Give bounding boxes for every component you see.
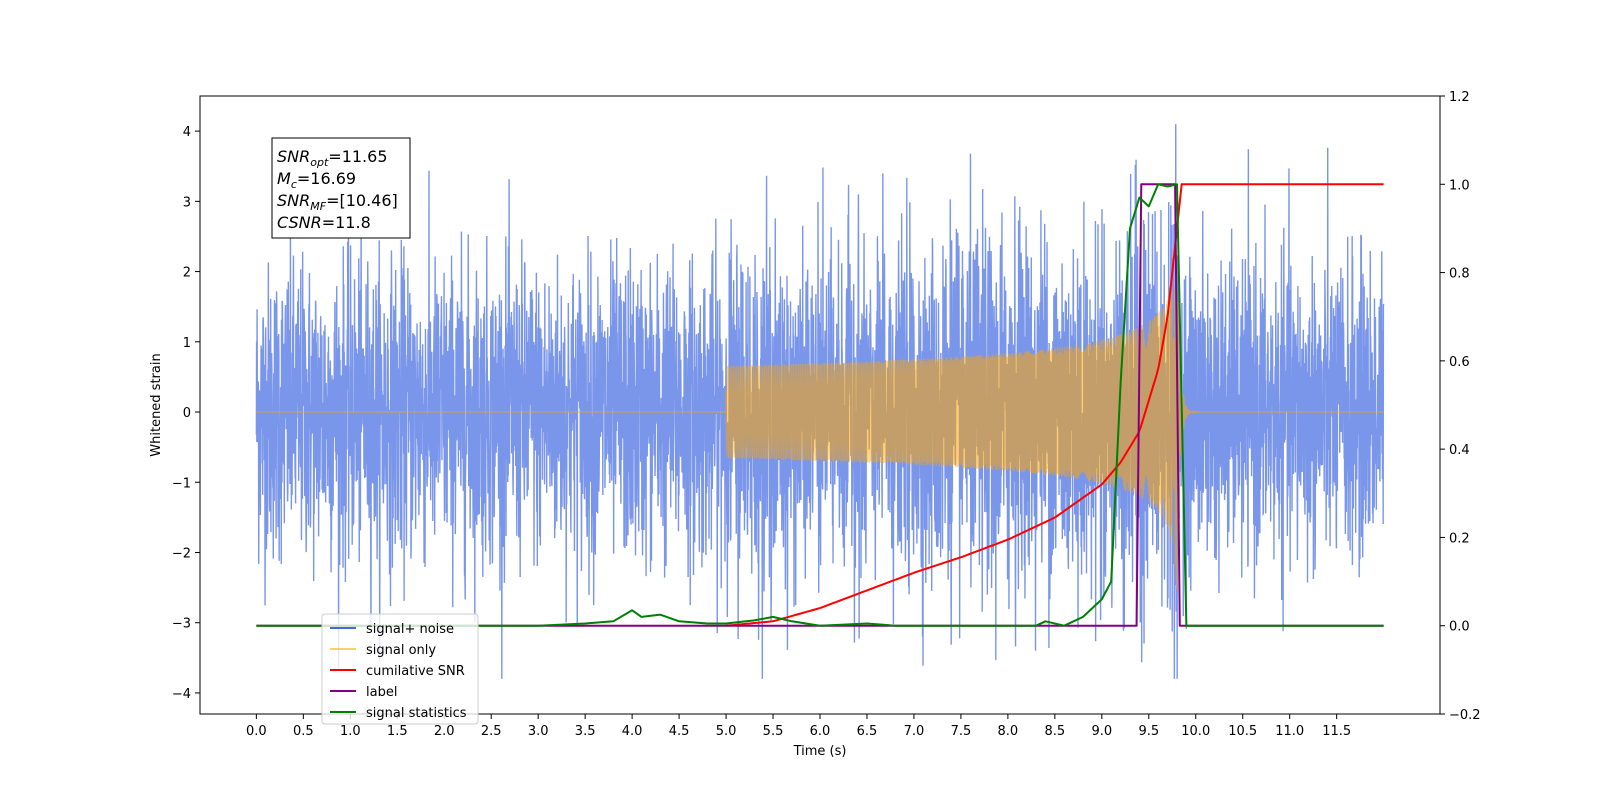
legend-box — [321, 613, 479, 725]
y2-tick-label: 1.2 — [1449, 90, 1470, 105]
annotation-symbol: SNR — [277, 191, 310, 210]
x-axis: 0.0 0.5 1.0 1.5 2.0 2.5 3.0 3.5 4.0 4.5 5.0 5.5 6.0 6… — [246, 714, 1351, 739]
y-tick-label: 1 — [183, 336, 191, 351]
x-tick-label: 11.0 — [1275, 724, 1304, 739]
x-tick-label: 2.5 — [481, 724, 502, 739]
annotation-symbol: M — [277, 169, 291, 188]
x-tick-label: 5.5 — [763, 724, 784, 739]
annotation-line: Mc=16.69 — [277, 169, 356, 191]
x-tick-label: 5.0 — [716, 724, 737, 739]
y-axis-left: −4 −3 −2 −1 0 1 2 3 4 — [172, 125, 200, 702]
x-tick-label: 9.0 — [1091, 724, 1112, 739]
y-tick-label: 3 — [183, 195, 191, 210]
annotation-box — [271, 137, 411, 239]
y2-tick-label: 0.0 — [1449, 620, 1470, 635]
x-tick-label: 1.5 — [387, 724, 408, 739]
y-tick-label: 0 — [183, 406, 191, 421]
x-tick-label: 1.0 — [340, 724, 361, 739]
y2-tick-label: 0.2 — [1449, 531, 1470, 546]
x-tick-label: 11.5 — [1322, 724, 1351, 739]
legend-label: cumilative SNR — [366, 664, 465, 679]
y-tick-label: −2 — [172, 546, 191, 561]
x-tick-label: 9.5 — [1138, 724, 1159, 739]
legend-label: label — [366, 685, 397, 700]
y2-tick-label: 0.8 — [1449, 267, 1470, 282]
y-tick-label: −4 — [172, 687, 191, 702]
annotation-value: =[10.46] — [326, 191, 398, 210]
y2-tick-label: 0.6 — [1449, 355, 1470, 370]
annotation-symbol: CSNR — [277, 213, 322, 232]
x-tick-label: 0.0 — [246, 724, 267, 739]
x-tick-label: 4.5 — [669, 724, 690, 739]
y-axis-label: Whitened strain — [149, 353, 164, 456]
y-tick-label: 2 — [183, 266, 191, 281]
series-signal-only — [256, 262, 1384, 589]
annotation-subscript: c — [291, 178, 297, 191]
y-tick-label: 4 — [183, 125, 191, 140]
series-cumulative-snr — [725, 183, 1384, 627]
legend-label: signal only — [366, 643, 436, 658]
legend-label: signal statistics — [366, 706, 467, 721]
x-tick-label: 7.0 — [904, 724, 925, 739]
annotation-value: =11.8 — [322, 213, 371, 232]
annotation-subscript: MF — [310, 200, 326, 213]
x-tick-label: 10.5 — [1228, 724, 1257, 739]
x-tick-label: 6.5 — [857, 724, 878, 739]
x-tick-label: 3.5 — [575, 724, 596, 739]
y2-tick-label: 1.0 — [1449, 178, 1470, 193]
legend-label: signal+ noise — [366, 622, 454, 637]
stats-annotation: SNRopt=11.65Mc=16.69SNRMF=[10.46]CSNR=11… — [271, 137, 411, 239]
x-tick-label: 8.0 — [998, 724, 1019, 739]
annotation-subscript: opt — [310, 156, 329, 169]
plot-area — [255, 124, 1385, 679]
x-tick-label: 10.0 — [1181, 724, 1210, 739]
annotation-symbol: SNR — [277, 147, 310, 166]
y2-tick-label: −0.2 — [1449, 708, 1481, 723]
legend: signal+ noise signal only cumilative SNR la… — [321, 613, 479, 725]
x-tick-label: 3.0 — [528, 724, 549, 739]
x-tick-label: 8.5 — [1045, 724, 1066, 739]
series-signal-statistics — [256, 183, 1384, 627]
x-tick-label: 7.5 — [951, 724, 972, 739]
annotation-line: SNRMF=[10.46] — [277, 191, 398, 213]
x-tick-label: 2.0 — [434, 724, 455, 739]
x-tick-label: 4.0 — [622, 724, 643, 739]
x-tick-label: 0.5 — [293, 724, 314, 739]
y-axis-right: −0.2 0.0 0.2 0.4 0.6 0.8 1.0 1.2 — [1440, 90, 1481, 723]
annotation-value: =11.65 — [328, 147, 387, 166]
annotation-line: SNRopt=11.65 — [277, 147, 388, 169]
y2-tick-label: 0.4 — [1449, 443, 1470, 458]
annotation-value: =16.69 — [297, 169, 356, 188]
y-tick-label: −1 — [172, 476, 191, 491]
y-tick-label: −3 — [172, 617, 191, 632]
x-axis-label: Time (s) — [793, 744, 847, 759]
x-tick-label: 6.0 — [810, 724, 831, 739]
annotation-line: CSNR=11.8 — [277, 213, 371, 232]
